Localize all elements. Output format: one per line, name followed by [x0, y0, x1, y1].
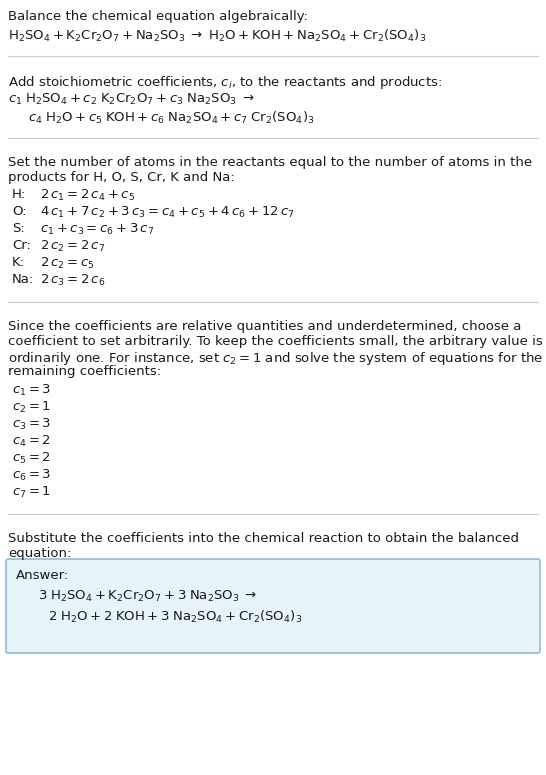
Text: $c_1\;\mathrm{H_2SO_4} + c_2\;\mathrm{K_2Cr_2O_7} + c_3\;\mathrm{Na_2SO_3}$$\;\r: $c_1\;\mathrm{H_2SO_4} + c_2\;\mathrm{K_…	[8, 92, 254, 107]
Text: $c_4\;\mathrm{H_2O} + c_5\;\mathrm{KOH} + c_6\;\mathrm{Na_2SO_4} + c_7\;\mathrm{: $c_4\;\mathrm{H_2O} + c_5\;\mathrm{KOH} …	[28, 110, 314, 126]
Text: $c_2 = 1$: $c_2 = 1$	[12, 400, 51, 415]
Text: remaining coefficients:: remaining coefficients:	[8, 365, 161, 378]
Text: $c_1 = 3$: $c_1 = 3$	[12, 383, 51, 398]
FancyBboxPatch shape	[6, 559, 540, 653]
Text: $2\,c_3 = 2\,c_6$: $2\,c_3 = 2\,c_6$	[40, 273, 105, 288]
Text: $2\;\mathrm{H_2O} + 2\;\mathrm{KOH} + 3\;\mathrm{Na_2SO_4} + \mathrm{Cr_2(SO_4)_: $2\;\mathrm{H_2O} + 2\;\mathrm{KOH} + 3\…	[48, 609, 302, 625]
Text: $c_6 = 3$: $c_6 = 3$	[12, 468, 51, 483]
Text: ordinarily one. For instance, set $c_2 = 1$ and solve the system of equations fo: ordinarily one. For instance, set $c_2 =…	[8, 350, 543, 367]
Text: Set the number of atoms in the reactants equal to the number of atoms in the: Set the number of atoms in the reactants…	[8, 156, 532, 169]
Text: Na:: Na:	[12, 273, 34, 286]
Text: K:: K:	[12, 256, 25, 269]
Text: products for H, O, S, Cr, K and Na:: products for H, O, S, Cr, K and Na:	[8, 171, 235, 184]
Text: $c_1 + c_3 = c_6 + 3\,c_7$: $c_1 + c_3 = c_6 + 3\,c_7$	[40, 222, 155, 237]
Text: coefficient to set arbitrarily. To keep the coefficients small, the arbitrary va: coefficient to set arbitrarily. To keep …	[8, 335, 543, 348]
Text: Balance the chemical equation algebraically:: Balance the chemical equation algebraica…	[8, 10, 308, 23]
Text: Since the coefficients are relative quantities and underdetermined, choose a: Since the coefficients are relative quan…	[8, 320, 521, 333]
Text: $c_4 = 2$: $c_4 = 2$	[12, 434, 51, 449]
Text: $2\,c_2 = c_5$: $2\,c_2 = c_5$	[40, 256, 94, 271]
Text: $\mathrm{H_2SO_4} + \mathrm{K_2Cr_2O_7} + \mathrm{Na_2SO_3}$$\;\rightarrow\;$$\m: $\mathrm{H_2SO_4} + \mathrm{K_2Cr_2O_7} …	[8, 28, 426, 44]
Text: Add stoichiometric coefficients, $c_i$, to the reactants and products:: Add stoichiometric coefficients, $c_i$, …	[8, 74, 442, 91]
Text: Cr:: Cr:	[12, 239, 31, 252]
Text: H:: H:	[12, 188, 26, 201]
Text: $2\,c_1 = 2\,c_4 + c_5$: $2\,c_1 = 2\,c_4 + c_5$	[40, 188, 135, 203]
Text: S:: S:	[12, 222, 25, 235]
Text: equation:: equation:	[8, 547, 72, 560]
Text: O:: O:	[12, 205, 27, 218]
Text: $c_5 = 2$: $c_5 = 2$	[12, 451, 51, 466]
Text: $2\,c_2 = 2\,c_7$: $2\,c_2 = 2\,c_7$	[40, 239, 105, 254]
Text: $3\;\mathrm{H_2SO_4} + \mathrm{K_2Cr_2O_7} + 3\;\mathrm{Na_2SO_3}$$\;\rightarrow: $3\;\mathrm{H_2SO_4} + \mathrm{K_2Cr_2O_…	[38, 589, 257, 604]
Text: $c_3 = 3$: $c_3 = 3$	[12, 417, 51, 432]
Text: Answer:: Answer:	[16, 569, 69, 582]
Text: $4\,c_1 + 7\,c_2 + 3\,c_3 = c_4 + c_5 + 4\,c_6 + 12\,c_7$: $4\,c_1 + 7\,c_2 + 3\,c_3 = c_4 + c_5 + …	[40, 205, 294, 220]
Text: Substitute the coefficients into the chemical reaction to obtain the balanced: Substitute the coefficients into the che…	[8, 532, 519, 545]
Text: $c_7 = 1$: $c_7 = 1$	[12, 485, 51, 500]
